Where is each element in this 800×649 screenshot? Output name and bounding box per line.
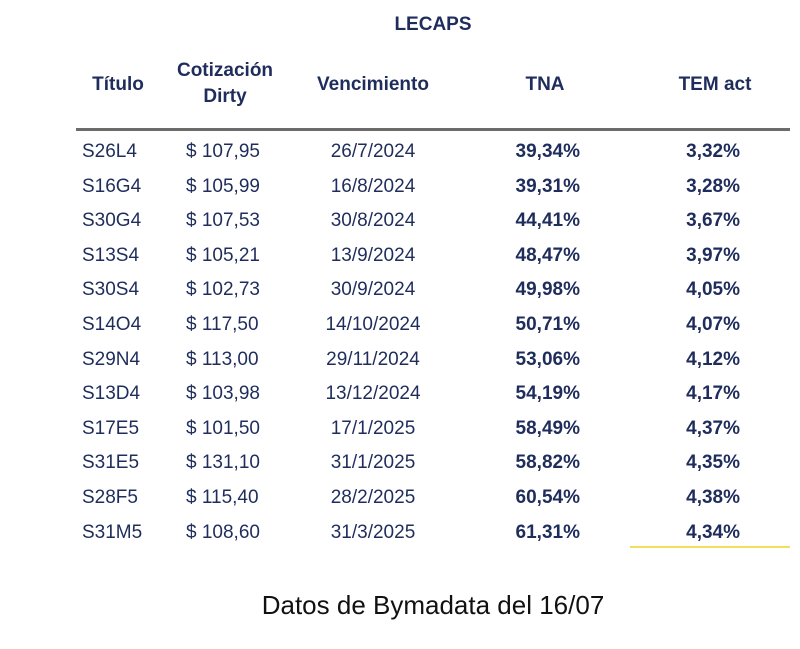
header-titulo: Título: [92, 74, 144, 95]
cell-titulo: S14O4: [82, 313, 142, 335]
table-body: S26L4 $ 107,95 26/7/2024 39,34% 3,32% S1…: [0, 135, 800, 550]
table-row: S30G4 $ 107,53 30/8/2024 44,41% 3,67%: [0, 204, 800, 239]
cell-tem: 4,34%: [686, 521, 740, 543]
cell-tna: 39,34%: [515, 141, 580, 162]
header-cotizacion-line1: Cotización: [176, 60, 274, 81]
header-vencimiento: Vencimiento: [317, 74, 429, 95]
cell-tem: 4,12%: [686, 348, 740, 370]
cell-vencimiento: 30/9/2024: [330, 279, 416, 301]
header-cotizacion-line2: Dirty: [203, 86, 247, 107]
cell-precio: $ 131,10: [186, 452, 260, 474]
cell-tna: 53,06%: [515, 348, 580, 370]
table-row: S30S4 $ 102,73 30/9/2024 49,98% 4,05%: [0, 273, 800, 308]
cell-precio: $ 113,00: [186, 348, 259, 370]
table-row: S28F5 $ 115,40 28/2/2025 60,54% 4,38%: [0, 481, 800, 516]
cell-precio: $ 107,53: [186, 210, 260, 232]
header-tna: TNA: [525, 74, 565, 95]
table-row: S31E5 $ 131,10 31/1/2025 58,82% 4,35%: [0, 446, 800, 481]
cell-precio: $ 105,21: [186, 244, 260, 266]
cell-titulo: S28F5: [82, 486, 138, 508]
table-row: S26L4 $ 107,95 26/7/2024 39,34% 3,32%: [0, 135, 800, 170]
cell-tem: 4,35%: [686, 452, 740, 474]
cell-tna: 39,31%: [515, 175, 580, 197]
cell-tem: 4,17%: [686, 383, 740, 405]
table-row: S31M5 $ 108,60 31/3/2025 61,31% 4,34%: [0, 516, 800, 551]
cell-tna: 44,41%: [515, 210, 580, 232]
cell-tna: 48,47%: [515, 244, 580, 266]
cell-precio: $ 108,60: [186, 521, 260, 543]
cell-tem: 3,32%: [686, 141, 740, 162]
cell-titulo: S17E5: [82, 417, 140, 439]
cell-vencimiento: 14/10/2024: [325, 313, 421, 335]
cell-precio: $ 115,40: [186, 486, 259, 508]
cell-vencimiento: 26/7/2024: [330, 141, 416, 162]
table-row: S14O4 $ 117,50 14/10/2024 50,71% 4,07%: [0, 308, 800, 343]
table-row: S16G4 $ 105,99 16/8/2024 39,31% 3,28%: [0, 170, 800, 205]
cell-precio: $ 105,99: [186, 175, 260, 197]
cell-tna: 49,98%: [515, 279, 580, 301]
cell-titulo: S31M5: [82, 521, 143, 543]
table-title: LECAPS: [394, 14, 472, 35]
cell-tem: 4,37%: [686, 417, 740, 439]
cell-tem: 4,38%: [686, 486, 740, 508]
source-note: Datos de Bymadata del 16/07: [261, 590, 605, 620]
cell-vencimiento: 16/8/2024: [330, 175, 416, 197]
cell-tna: 54,19%: [515, 383, 580, 405]
cell-vencimiento: 13/12/2024: [325, 383, 421, 405]
cell-vencimiento: 31/1/2025: [330, 452, 416, 474]
cell-tna: 61,31%: [515, 521, 580, 543]
cell-tem: 3,97%: [686, 244, 740, 266]
header-cotizacion: Cotización Dirty: [160, 58, 290, 110]
highlight-underline: [630, 546, 790, 548]
cell-tem: 4,07%: [686, 313, 740, 335]
cell-titulo: S29N4: [82, 348, 141, 370]
cell-titulo: S26L4: [82, 141, 137, 162]
cell-vencimiento: 31/3/2025: [330, 521, 416, 543]
cell-titulo: S16G4: [82, 175, 142, 197]
cell-tem: 3,28%: [686, 175, 740, 197]
cell-vencimiento: 30/8/2024: [330, 210, 416, 232]
cell-titulo: S13D4: [82, 383, 141, 405]
cell-titulo: S30S4: [82, 279, 140, 301]
cell-tna: 60,54%: [515, 486, 580, 508]
cell-tna: 58,49%: [515, 417, 580, 439]
table-row: S13D4 $ 103,98 13/12/2024 54,19% 4,17%: [0, 377, 800, 412]
cell-precio: $ 103,98: [186, 383, 260, 405]
table-row: S13S4 $ 105,21 13/9/2024 48,47% 3,97%: [0, 239, 800, 274]
cell-tna: 50,71%: [515, 313, 580, 335]
cell-vencimiento: 13/9/2024: [330, 244, 416, 266]
cell-tna: 58,82%: [515, 452, 580, 474]
cell-precio: $ 102,73: [186, 279, 260, 301]
cell-vencimiento: 29/11/2024: [326, 348, 420, 370]
cell-precio: $ 107,95: [186, 141, 260, 162]
cell-precio: $ 117,50: [186, 313, 259, 335]
cell-titulo: S31E5: [82, 452, 140, 474]
cell-titulo: S13S4: [82, 244, 140, 266]
table-row: S17E5 $ 101,50 17/1/2025 58,49% 4,37%: [0, 412, 800, 447]
table-row: S29N4 $ 113,00 29/11/2024 53,06% 4,12%: [0, 343, 800, 378]
cell-titulo: S30G4: [82, 210, 142, 232]
cell-vencimiento: 17/1/2025: [330, 417, 416, 439]
header-divider: [76, 128, 790, 131]
header-tem: TEM act: [678, 74, 752, 95]
cell-vencimiento: 28/2/2025: [330, 486, 416, 508]
cell-tem: 4,05%: [686, 279, 740, 301]
cell-tem: 3,67%: [686, 210, 740, 232]
cell-precio: $ 101,50: [186, 417, 260, 439]
